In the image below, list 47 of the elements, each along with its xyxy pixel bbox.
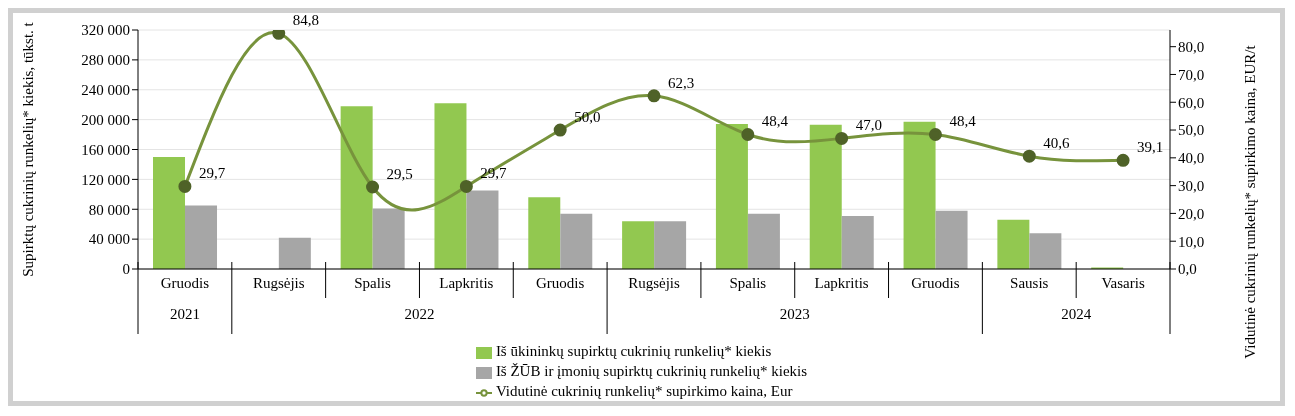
x-tick-label: Gruodis [911, 274, 960, 291]
y-tick-label: 0 [122, 261, 130, 278]
y-tick-label: 320 000 [81, 22, 130, 39]
y2-tick-label: 30,0 [1178, 177, 1205, 194]
data-label: 29,7 [198, 165, 226, 182]
y2-tick-label: 50,0 [1178, 122, 1205, 139]
x-tick-label: Lapkritis [439, 274, 494, 291]
y-tick-label: 280 000 [81, 52, 130, 69]
y-tick-label: 200 000 [81, 111, 130, 128]
y2-tick-label: 20,0 [1178, 205, 1205, 222]
legend-label: Iš ūkininkų supirktų cukrinių runkelių* kiekis [495, 343, 772, 359]
x-tick-label: Sausis [1010, 274, 1049, 291]
y2-tick-label: 40,0 [1178, 150, 1205, 167]
x-tick-label: Rugsėjis [628, 274, 680, 291]
y-axis-title: Supirktų cukrinių runkelių* kiekis, tūkst. t [20, 21, 37, 277]
x-tick-label: Spalis [729, 274, 767, 291]
x-tick-label: Rugsėjis [252, 274, 305, 291]
x-tick-label: Gruodis [160, 274, 210, 291]
data-label: 40,6 [1043, 135, 1071, 152]
text: 2024 [1060, 306, 1093, 323]
legend-label: Vidutinė cukrinių runkelių* supirkimo kaina, Eur [495, 383, 793, 399]
data-label: 39,1 [1137, 139, 1164, 156]
x-tick-label: Spalis [354, 274, 392, 291]
y-tick-label: 40 000 [88, 231, 130, 248]
x-tick-label: Gruodis [536, 274, 585, 291]
y-tick-label: 80 000 [88, 201, 130, 218]
data-label: 48,4 [949, 113, 977, 130]
y2-tick-label: 80,0 [1178, 39, 1205, 55]
y-tick-label: 160 000 [81, 141, 130, 158]
y2-tick-label: 60,0 [1178, 94, 1205, 111]
y-tick-label: 240 000 [81, 82, 130, 99]
text: 2021 [168, 306, 201, 323]
data-label: 62,3 [668, 74, 695, 91]
y-tick-label: 120 000 [81, 171, 130, 188]
y2-axis-title: Vidutinė cukrinių runkelių* supirkimo kaina, EUR/t [1242, 44, 1258, 359]
data-label: 84,8 [292, 12, 319, 29]
x-tick-label: Vasaris [1101, 274, 1145, 291]
x-tick-label: Lapkritis [814, 274, 869, 291]
y2-tick-label: 0,0 [1178, 261, 1197, 278]
data-label: 47,0 [855, 117, 882, 134]
text: 2023 [778, 306, 811, 323]
data-label: 29,5 [386, 166, 413, 183]
data-label: 48,4 [761, 113, 789, 130]
legend-label: Iš ŽŪB ir įmonių supirktų cukrinių runkelių* kiekis [495, 363, 808, 379]
y2-tick-label: 10,0 [1178, 233, 1205, 250]
y2-tick-label: 70,0 [1178, 66, 1205, 83]
text: 2022 [403, 306, 436, 323]
